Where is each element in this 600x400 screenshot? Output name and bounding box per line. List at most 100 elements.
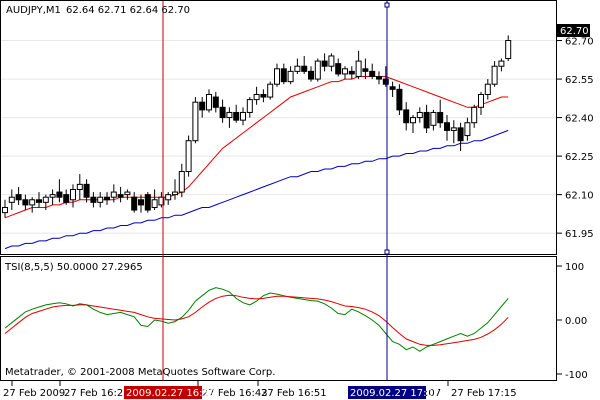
candle[interactable] <box>29 197 36 213</box>
candlestick-series[interactable] <box>2 35 512 218</box>
candle[interactable] <box>430 109 437 131</box>
candle[interactable] <box>335 58 342 77</box>
candle[interactable] <box>267 81 274 100</box>
red-marker-time-badge <box>124 386 202 399</box>
candle[interactable] <box>206 89 212 113</box>
candle[interactable] <box>464 117 471 141</box>
candle[interactable] <box>505 35 512 62</box>
candle[interactable] <box>233 104 240 123</box>
symbol-label: AUDJPY,M1 <box>6 5 61 16</box>
candle[interactable] <box>301 55 308 74</box>
ohlc-values: 62.64 62.71 62.64 62.70 <box>66 5 190 16</box>
current-price-badge <box>557 24 590 37</box>
candle[interactable] <box>15 186 22 205</box>
candle[interactable] <box>450 120 457 144</box>
candle[interactable] <box>90 192 97 208</box>
candle[interactable] <box>355 50 362 80</box>
candle[interactable] <box>362 58 369 80</box>
blue-line-handle-top[interactable] <box>384 2 390 8</box>
candle[interactable] <box>70 184 76 208</box>
candle[interactable] <box>42 194 49 211</box>
candle[interactable] <box>260 89 267 103</box>
candle[interactable] <box>376 71 382 85</box>
blue-marker-time-label: 2009.02.27 17:07 <box>350 388 439 399</box>
candle[interactable] <box>342 66 348 80</box>
candle[interactable] <box>308 66 314 82</box>
candle[interactable] <box>314 58 321 82</box>
candle[interactable] <box>321 53 328 72</box>
candle[interactable] <box>348 66 355 80</box>
candle[interactable] <box>484 79 491 100</box>
candle[interactable] <box>151 189 158 211</box>
indicator-tick-label: 0.00 <box>565 316 587 327</box>
candle[interactable] <box>104 192 110 205</box>
candle[interactable] <box>165 192 172 205</box>
indicator-lines <box>4 287 509 352</box>
candle[interactable] <box>199 97 206 118</box>
candle[interactable] <box>49 189 56 205</box>
price-panel[interactable] <box>0 0 557 255</box>
candle[interactable] <box>63 189 70 205</box>
candle[interactable] <box>22 194 29 211</box>
candle[interactable] <box>498 58 505 72</box>
candle[interactable] <box>246 97 253 118</box>
price-tick-label: 62.70 <box>565 37 594 48</box>
candle[interactable] <box>287 66 294 85</box>
candle[interactable] <box>110 184 117 203</box>
indicator-tick-label: -100 <box>565 370 588 381</box>
candle[interactable] <box>444 115 450 141</box>
candle[interactable] <box>56 179 63 203</box>
candle[interactable] <box>144 192 151 213</box>
candle[interactable] <box>457 122 464 151</box>
candle[interactable] <box>423 104 430 133</box>
candle[interactable] <box>117 186 124 203</box>
candle[interactable] <box>131 192 138 213</box>
candle[interactable] <box>83 179 90 203</box>
candle[interactable] <box>8 189 15 211</box>
candle[interactable] <box>212 91 219 113</box>
candle[interactable] <box>328 53 335 72</box>
candle[interactable] <box>36 192 42 208</box>
candle[interactable] <box>226 107 233 128</box>
candle[interactable] <box>192 97 199 144</box>
candle[interactable] <box>437 99 444 128</box>
slow-ma-line <box>4 129 509 250</box>
candle[interactable] <box>219 99 226 123</box>
candle[interactable] <box>138 194 144 213</box>
candle[interactable] <box>172 179 178 200</box>
indicator-title: TSI(8,5,5) 50.0000 27.2965 <box>4 262 143 273</box>
current-price-label: 62.70 <box>560 26 589 37</box>
candle[interactable] <box>158 192 165 208</box>
candle[interactable] <box>97 192 104 208</box>
candle[interactable] <box>253 86 260 105</box>
time-label-2: 27 Feb 16:27 <box>64 388 130 399</box>
candle[interactable] <box>416 107 423 123</box>
time-label-1: 27 Feb 2009 <box>3 388 65 399</box>
candle[interactable] <box>389 81 396 98</box>
blue-line-handle-bottom[interactable] <box>384 249 390 255</box>
tsi-line <box>4 287 509 352</box>
candle[interactable] <box>369 63 376 80</box>
candle[interactable] <box>240 107 246 126</box>
candle[interactable] <box>274 63 280 87</box>
candle[interactable] <box>178 163 185 198</box>
candle[interactable] <box>294 58 301 74</box>
candle[interactable] <box>478 91 484 116</box>
candle[interactable] <box>471 104 478 128</box>
candle[interactable] <box>185 135 192 177</box>
slow-moving-average <box>4 129 509 250</box>
candle[interactable] <box>124 189 131 200</box>
indicator-tick-label: 100 <box>565 262 584 273</box>
candle[interactable] <box>382 66 389 87</box>
candle[interactable] <box>2 199 8 218</box>
candle[interactable] <box>410 115 416 133</box>
price-tick-label: 62.40 <box>565 114 594 125</box>
candle[interactable] <box>280 63 287 85</box>
candle[interactable] <box>76 174 83 200</box>
candle[interactable] <box>396 84 403 116</box>
candle[interactable] <box>491 61 498 87</box>
candle[interactable] <box>403 102 410 131</box>
fast-ma-line <box>4 76 509 219</box>
indicator-panel[interactable] <box>0 256 557 381</box>
